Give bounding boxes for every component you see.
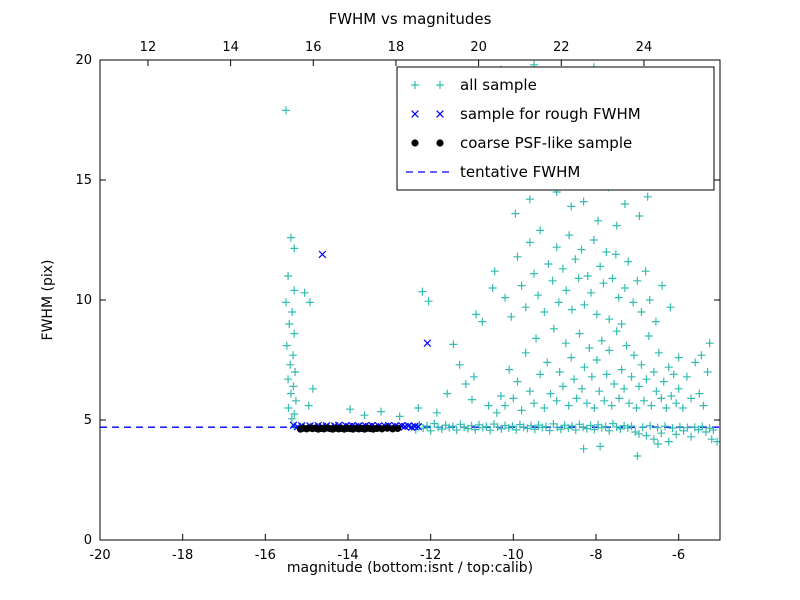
x-tick-label: -14 xyxy=(337,548,358,563)
top-tick-label: 14 xyxy=(222,40,239,55)
scatter-rough-fwhm-sample xyxy=(289,250,432,432)
x-tick-label: -20 xyxy=(89,548,110,563)
top-tick-label: 24 xyxy=(636,40,653,55)
x-axis-bottom: -20 -18 -16 -14 -12 -10 -8 -6 xyxy=(89,534,685,563)
x-axis-top: 12 14 16 18 20 22 24 xyxy=(140,40,653,66)
y-tick-label: 20 xyxy=(75,53,92,68)
x-tick-label: -18 xyxy=(172,548,193,563)
scatter-all-sample xyxy=(282,60,720,460)
legend-entry: coarse PSF-like sample xyxy=(411,134,632,152)
y-axis: 0 5 10 15 20 xyxy=(75,53,720,548)
legend-label: coarse PSF-like sample xyxy=(460,134,632,152)
x-tick-label: -10 xyxy=(503,548,524,563)
chart-title: FWHM vs magnitudes xyxy=(328,10,492,28)
x-tick-label: -8 xyxy=(590,548,603,563)
legend-entry: all sample xyxy=(411,76,537,94)
legend-entry: sample for rough FWHM xyxy=(411,105,641,123)
legend-label: all sample xyxy=(460,76,537,94)
y-tick-label: 5 xyxy=(84,413,92,428)
y-tick-label: 10 xyxy=(75,293,92,308)
x-tick-label: -12 xyxy=(420,548,441,563)
legend-label: sample for rough FWHM xyxy=(460,105,641,123)
x-axis-label: magnitude (bottom:isnt / top:calib) xyxy=(286,560,534,576)
top-tick-label: 18 xyxy=(388,40,405,55)
scatter-psf-like-sample xyxy=(296,424,402,433)
top-tick-label: 12 xyxy=(140,40,157,55)
y-tick-label: 15 xyxy=(75,173,92,188)
legend: all sample sample for rough FWHM coarse PS… xyxy=(396,66,715,191)
legend-entry: tentative FWHM xyxy=(406,163,580,181)
top-tick-label: 20 xyxy=(470,40,487,55)
top-tick-label: 16 xyxy=(305,40,322,55)
x-tick-label: -16 xyxy=(255,548,276,563)
top-tick-label: 22 xyxy=(553,40,570,55)
legend-label: tentative FWHM xyxy=(460,163,580,181)
y-tick-label: 0 xyxy=(84,533,92,548)
x-tick-label: -6 xyxy=(672,548,685,563)
